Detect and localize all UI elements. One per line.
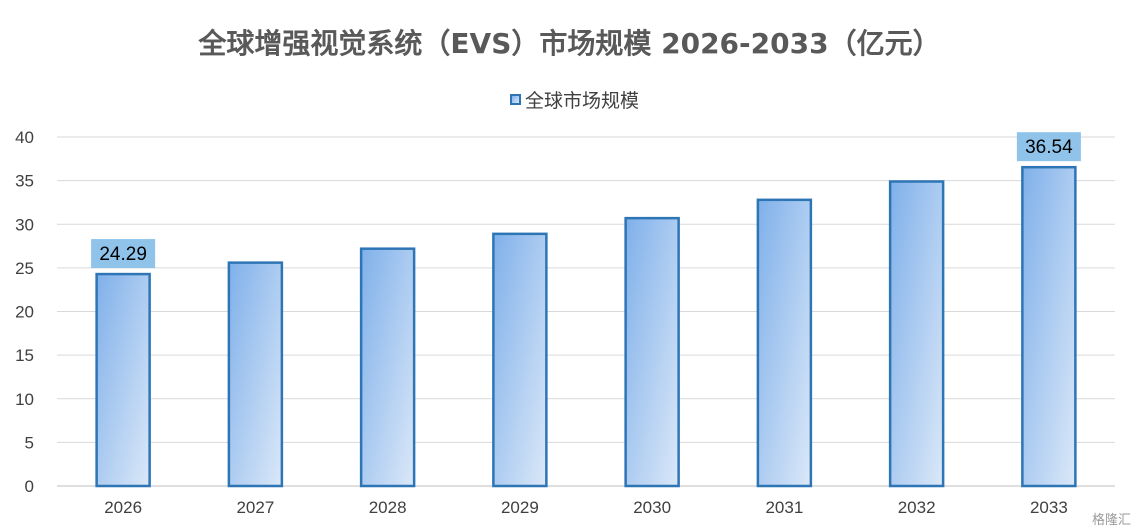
- data-label-box: [1016, 132, 1081, 162]
- x-tick-label: 2031: [765, 498, 803, 517]
- legend-label: 全球市场规模: [525, 90, 640, 112]
- chart-title: 全球增强视觉系统（EVS）市场规模 2026-2033（亿元）: [198, 27, 941, 60]
- bar: [756, 198, 813, 488]
- x-tick-label: 2026: [104, 498, 142, 517]
- bar: [888, 180, 945, 488]
- bar: [492, 232, 548, 488]
- bar: [227, 261, 284, 488]
- y-tick-label: 10: [15, 390, 34, 409]
- y-tick-label: 40: [15, 128, 34, 147]
- y-tick-label: 35: [15, 172, 34, 191]
- x-tick-label: 2028: [369, 498, 407, 517]
- bar: [359, 247, 416, 488]
- watermark-text: 格隆汇: [1091, 513, 1131, 528]
- y-tick-label: 25: [15, 259, 34, 278]
- data-label-box: [91, 239, 156, 269]
- bar: [624, 216, 680, 488]
- bar: [1021, 165, 1077, 488]
- x-tick-label: 2029: [501, 498, 539, 517]
- y-tick-label: 15: [15, 346, 34, 365]
- legend: 全球市场规模: [510, 86, 639, 113]
- legend-swatch: [510, 94, 521, 105]
- x-tick-label: 2032: [898, 498, 936, 517]
- x-tick-label: 2033: [1030, 498, 1068, 517]
- y-tick-label: 0: [25, 477, 34, 496]
- x-tick-label: 2027: [236, 498, 274, 517]
- bar: [95, 272, 151, 488]
- data-label: 24.29: [99, 244, 147, 265]
- x-tick-label: 2030: [633, 498, 671, 517]
- y-tick-label: 5: [25, 433, 34, 452]
- data-label: 36.54: [1025, 137, 1073, 158]
- y-tick-label: 20: [15, 303, 34, 322]
- y-tick-label: 30: [15, 215, 34, 234]
